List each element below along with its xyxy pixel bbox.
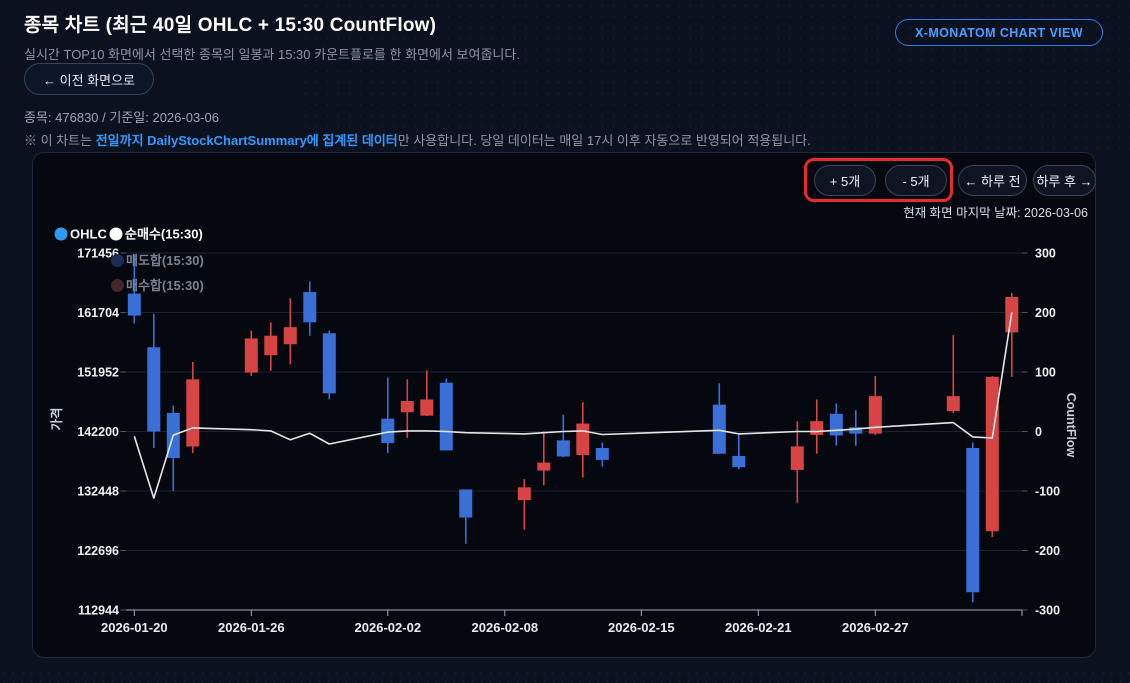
date-axis-label: 2026-02-21 [725, 620, 792, 635]
date-axis-label: 2026-01-20 [101, 620, 168, 635]
note-suffix: 만 사용합니다. 당일 데이터는 매일 17시 이후 자동으로 반영되어 적용됩… [397, 133, 811, 148]
candle-2026-02-04 [420, 370, 434, 416]
legend-item-2[interactable]: 순매수(15:30) [109, 227, 203, 242]
date-axis-label: 2026-02-08 [472, 620, 539, 635]
price-axis-label: 151952 [77, 366, 119, 380]
candle-2026-01-27 [264, 322, 278, 371]
legend-item-1[interactable]: OHLC [54, 227, 108, 242]
legend-item-3[interactable]: 매도합(15:30) [111, 253, 204, 268]
candle-2026-02-25 [829, 403, 843, 446]
price-axis-label: 142200 [77, 425, 119, 439]
price-axis-title: 가격 [49, 407, 64, 430]
countflow-axis-label: -100 [1035, 485, 1060, 499]
candle-2026-02-05 [439, 378, 453, 451]
legend-item-4[interactable]: 매수합(15:30) [111, 278, 204, 293]
legend-marker-icon [109, 227, 123, 241]
countflow-axis-label: 0 [1035, 425, 1042, 439]
candle-2026-02-09 [517, 479, 531, 530]
legend-label: 매수합(15:30) [126, 278, 204, 293]
candle-2026-02-02 [381, 377, 395, 454]
candle-2026-02-23 [790, 421, 804, 503]
x-monatom-chart-view-button[interactable]: X-MONATOM CHART VIEW [895, 19, 1103, 46]
back-button[interactable]: ← 이전 화면으로 [24, 63, 154, 95]
date-axis-label: 2026-02-02 [355, 620, 422, 635]
chart-legend: OHLC 순매수(15:30) 매도합(15:30) 매수합(15:30) [54, 227, 204, 293]
stock-info: 종목: 476830 / 기준일: 2026-03-06 [24, 110, 219, 125]
candle-2026-01-26 [244, 330, 258, 376]
previous-day-button[interactable]: ← 하루 전 [958, 165, 1027, 196]
legend-marker-icon [54, 227, 68, 241]
price-axis-label: 132448 [77, 485, 119, 499]
page-subtitle: 실시간 TOP10 화면에서 선택한 종목의 일봉과 15:30 카운트플로를 … [24, 47, 520, 62]
bottom-dot-texture [0, 669, 1130, 683]
candle-2026-02-24 [810, 399, 824, 454]
price-axis-label: 122696 [77, 544, 119, 558]
candle-2026-03-03 [946, 335, 960, 413]
netbuy-line [133, 312, 1013, 499]
legend-label: 순매수(15:30) [125, 227, 203, 242]
subtract-5-button[interactable]: - 5개 [885, 165, 947, 196]
last-date-label: 현재 화면 마지막 날짜: 2026-03-06 [903, 206, 1088, 220]
candle-2026-01-28 [283, 298, 297, 365]
date-axis-label: 2026-01-26 [218, 620, 285, 635]
candle-2026-01-30 [322, 330, 336, 400]
candle-2026-02-19 [712, 383, 726, 454]
candle-2026-01-20 [127, 254, 141, 324]
candle-2026-02-10 [537, 431, 551, 486]
grid-and-axes: 171456 300 161704 200 151952 100 142200 0 132448… [77, 247, 1060, 636]
note-prefix: ※ 이 차트는 [24, 133, 96, 148]
add-5-button[interactable]: + 5개 [814, 165, 876, 196]
candle-2026-01-23 [186, 361, 200, 454]
countflow-axis-label: 300 [1035, 247, 1056, 261]
legend-marker-icon [111, 254, 124, 267]
stock-chart: 171456 300 161704 200 151952 100 142200 0 132448… [49, 227, 1078, 636]
data-note: ※ 이 차트는 전일까지 DailyStockChartSummary에 집계된… [24, 130, 811, 149]
candle-2026-02-11 [556, 414, 570, 458]
chart-panel: + 5개 - 5개 ← 하루 전 하루 후 → 현재 화면 마지막 날짜: 20… [32, 152, 1096, 658]
candle-2026-02-26 [849, 410, 863, 446]
page-title: 종목 차트 (최근 40일 OHLC + 15:30 CountFlow) [24, 15, 437, 36]
candle-2026-02-12 [576, 402, 590, 478]
countflow-axis-label: 200 [1035, 306, 1056, 320]
countflow-axis-label: -200 [1035, 544, 1060, 558]
candle-2026-02-03 [400, 379, 414, 438]
next-day-button[interactable]: 하루 후 → [1033, 165, 1096, 196]
price-axis-label: 171456 [77, 247, 119, 261]
candle-2026-03-05 [985, 375, 999, 538]
date-axis-label: 2026-02-15 [608, 620, 675, 635]
candle-2026-02-20 [732, 433, 746, 470]
price-axis-label: 161704 [77, 306, 119, 320]
candle-2026-02-06 [459, 489, 473, 544]
legend-label: 매도합(15:30) [126, 253, 204, 268]
countflow-axis-label: 100 [1035, 366, 1056, 380]
candle-2026-01-21 [147, 313, 161, 448]
legend-label: OHLC [70, 227, 107, 242]
candle-2026-03-04 [966, 442, 980, 603]
candle-2026-01-29 [303, 281, 317, 336]
date-axis-label: 2026-02-27 [842, 620, 909, 635]
candle-2026-03-06 [1005, 293, 1019, 377]
countflow-axis-title: CountFlow [1064, 393, 1078, 458]
note-highlight: 전일까지 DailyStockChartSummary에 집계된 데이터 [95, 133, 398, 148]
price-axis-label: 112944 [78, 604, 119, 618]
candle-2026-02-13 [595, 442, 609, 467]
legend-marker-icon [111, 279, 124, 292]
countflow-axis-label: -300 [1035, 604, 1060, 618]
candle-2026-02-27 [868, 375, 882, 435]
